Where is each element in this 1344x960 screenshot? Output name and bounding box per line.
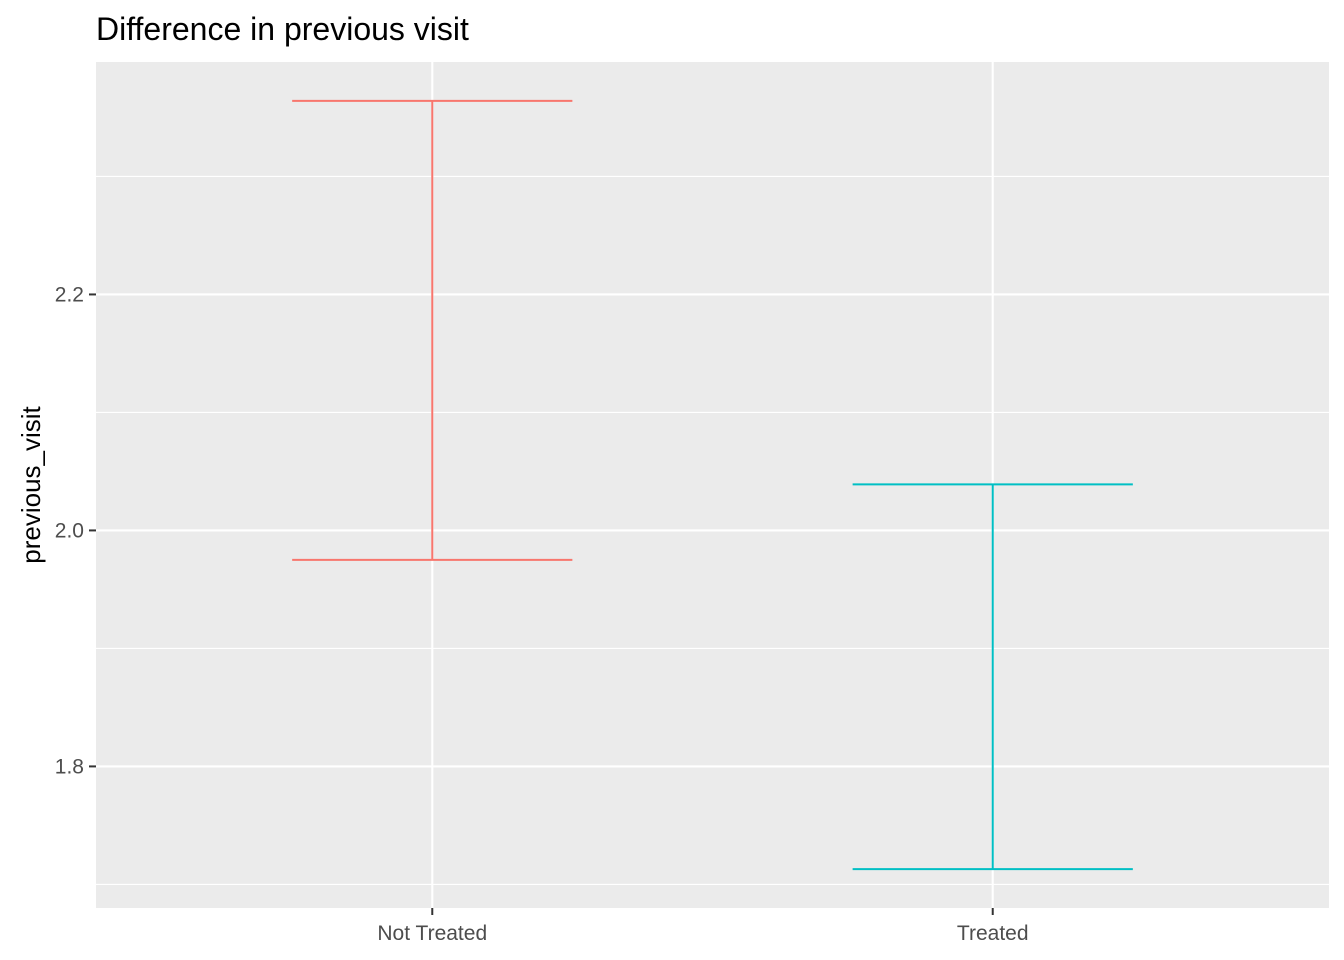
x-tick-label: Treated — [957, 922, 1029, 945]
y-axis: 1.8 2.0 2.2 — [55, 283, 96, 778]
errorbar-treated — [852, 483, 1133, 871]
x-axis: Not Treated Treated — [377, 908, 1029, 945]
x-tick-label: Not Treated — [377, 922, 487, 945]
errorbars — [292, 99, 1133, 871]
y-axis-label: previous_visit — [16, 405, 46, 563]
chart-title: Difference in previous visit — [96, 11, 469, 47]
y-tick-label: 2.0 — [55, 519, 84, 542]
y-tick-label: 2.2 — [55, 283, 84, 306]
errorbar-not-treated — [292, 99, 573, 561]
plot-panel — [96, 62, 1329, 908]
minor-gridlines — [96, 175, 1329, 885]
y-tick-label: 1.8 — [55, 755, 84, 778]
